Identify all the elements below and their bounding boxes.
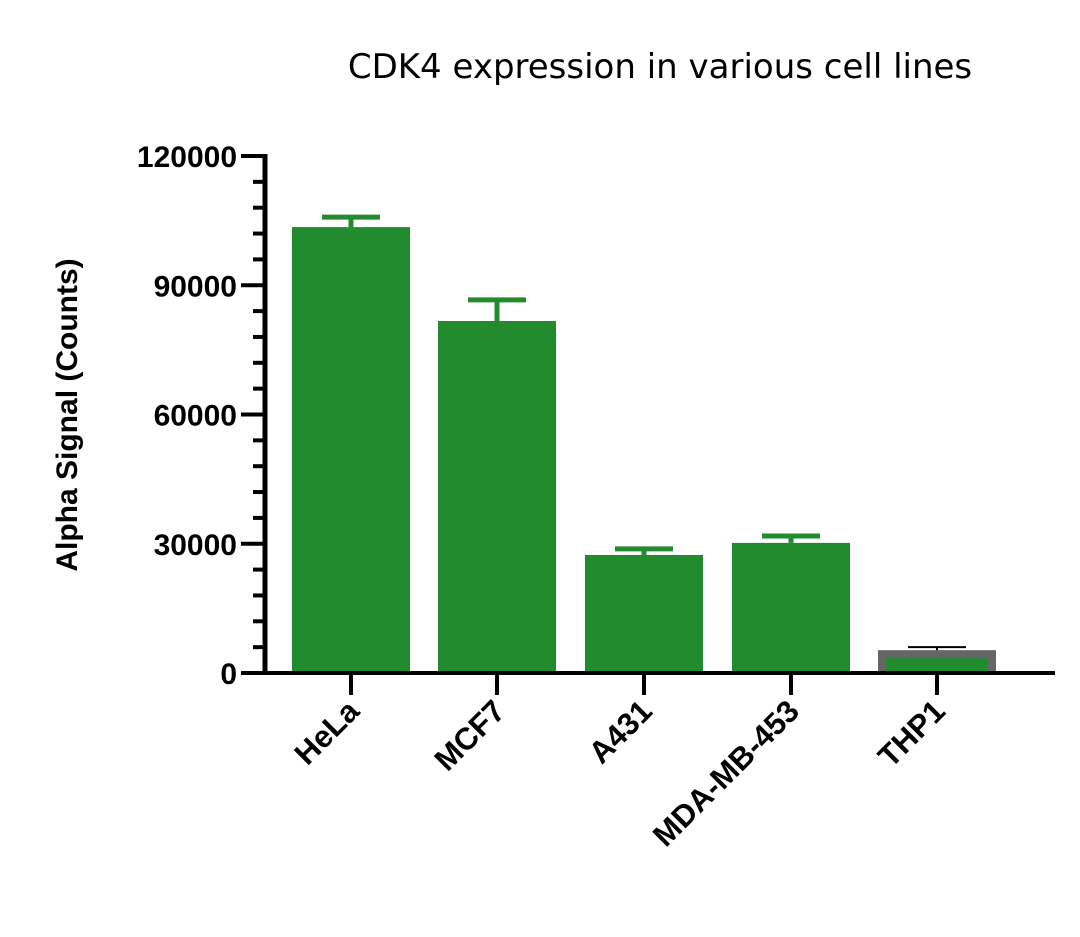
y-tick-label: 120000 — [137, 141, 237, 174]
y-axis-title: Alpha Signal (Counts) — [51, 258, 84, 571]
x-tick-label: HeLa — [288, 693, 367, 772]
y-tick-label: 30000 — [154, 529, 237, 562]
x-tick-label: MDA-MB-453 — [646, 693, 806, 853]
y-tick-label: 0 — [220, 658, 237, 691]
bar-mcf7 — [438, 297, 556, 673]
bars — [292, 214, 996, 673]
x-tick-label: MCF7 — [428, 693, 512, 777]
bar-hela — [292, 214, 410, 673]
chart-title: CDK4 expression in various cell lines — [348, 47, 972, 87]
bar-mda-mb-453 — [732, 533, 850, 673]
x-tick-label: THP1 — [871, 693, 952, 774]
y-axis: 0 30000 60000 90000 120000 — [137, 141, 268, 691]
bar-thp1 — [878, 646, 996, 673]
y-tick-label: 60000 — [154, 400, 237, 433]
bar-a431 — [585, 546, 703, 673]
y-tick-label: 90000 — [154, 270, 237, 303]
x-tick-label: A431 — [582, 693, 659, 770]
